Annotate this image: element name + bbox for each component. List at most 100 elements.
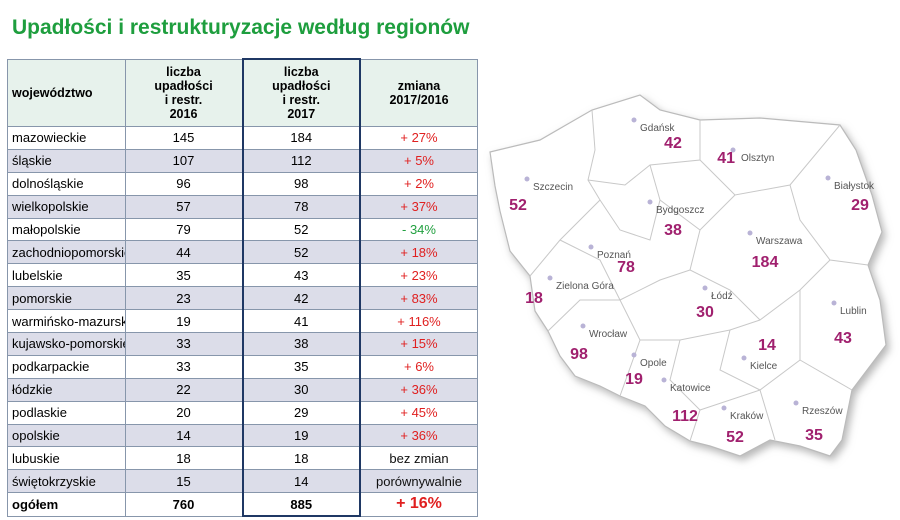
total-row: ogółem 760 885 + 16% — [7, 492, 478, 518]
city-dot — [580, 323, 586, 329]
table-cell: 79 — [124, 217, 243, 242]
header-line: liczba — [166, 64, 201, 79]
header-line: 2016 — [169, 106, 198, 121]
city-name: Lublin — [840, 306, 867, 317]
region-value: 184 — [752, 254, 779, 271]
table-row: świętokrzyskie 15 14 porównywalnie — [7, 469, 478, 494]
city-dot — [825, 175, 831, 181]
table-cell: świętokrzyskie — [7, 469, 126, 494]
table-cell: 43 — [241, 263, 361, 288]
table-cell: dolnośląskie — [7, 171, 126, 196]
header-line: zmiana — [397, 78, 441, 93]
city-dot — [721, 405, 727, 411]
table-row: pomorskie 23 42 + 83% — [7, 286, 478, 311]
table-cell: małopolskie — [7, 217, 126, 242]
header-line: 2017 — [287, 107, 316, 121]
region-value: 29 — [851, 197, 869, 214]
table-row: opolskie 14 19 + 36% — [7, 423, 478, 448]
header-cell: województwo — [7, 58, 126, 127]
city-name: Bydgoszcz — [656, 205, 704, 216]
city-name: Poznań — [597, 250, 631, 261]
table-cell: 41 — [241, 309, 361, 334]
region-value: 19 — [625, 371, 643, 388]
table-cell: + 2% — [359, 171, 478, 196]
table-row: wielkopolskie 57 78 + 37% — [7, 194, 478, 219]
table-cell: pomorskie — [7, 286, 126, 311]
table-cell: lubelskie — [7, 263, 126, 288]
table-cell: + 36% — [359, 377, 478, 402]
header-line: liczba — [283, 65, 319, 79]
header-line: upadłości — [272, 79, 331, 93]
table-cell: 18 — [124, 446, 243, 471]
table-cell: 107 — [124, 148, 243, 173]
table-cell: 57 — [124, 194, 243, 219]
city-dot — [702, 285, 708, 291]
table-row: mazowieckie 145 184 + 27% — [7, 126, 478, 150]
table-cell: lubuskie — [7, 446, 126, 471]
region-value: 52 — [509, 197, 527, 214]
table-cell: łódzkie — [7, 377, 126, 402]
table-cell: śląskie — [7, 148, 126, 173]
table-cell: 52 — [241, 240, 361, 265]
table-cell: 18 — [241, 446, 361, 471]
city-name: Zielona Góra — [556, 281, 614, 292]
city-dot — [547, 275, 553, 281]
city-name: Białystok — [834, 181, 875, 192]
city-name: Rzeszów — [802, 406, 843, 417]
table-cell: porównywalnie — [359, 469, 478, 494]
city-dot — [831, 300, 837, 306]
city-dot — [588, 244, 594, 250]
city-name: Kielce — [750, 361, 778, 372]
table-cell: 22 — [124, 377, 243, 402]
city-dot — [661, 377, 667, 383]
table-cell: + 83% — [359, 286, 478, 311]
table-cell: 33 — [124, 354, 243, 379]
table-row: łódzkie 22 30 + 36% — [7, 377, 478, 402]
header-cell: liczba upadłości i restr. 2016 — [124, 58, 243, 127]
header-line: i restr. — [164, 92, 203, 107]
table-cell: bez zmian — [359, 446, 478, 471]
table-cell: 184 — [241, 126, 361, 150]
region-value: 52 — [726, 429, 744, 446]
table-cell: podkarpackie — [7, 354, 126, 379]
table-cell: + 36% — [359, 423, 478, 448]
table-cell: mazowieckie — [7, 126, 126, 150]
table-cell: 14 — [241, 469, 361, 494]
table-cell: 38 — [241, 332, 361, 356]
city-dot — [524, 176, 530, 182]
table-cell: 19 — [241, 423, 361, 448]
region-value: 18 — [525, 290, 543, 307]
region-value: 38 — [664, 222, 682, 239]
table-cell: 42 — [241, 286, 361, 311]
table-cell: + 5% — [359, 148, 478, 173]
city-name: Katowice — [670, 383, 711, 394]
table-cell: + 6% — [359, 354, 478, 379]
region-borders — [529, 109, 869, 442]
table-cell: 19 — [124, 309, 243, 334]
table-cell: + 45% — [359, 400, 478, 425]
city-dot — [793, 400, 799, 406]
city-name: Szczecin — [533, 182, 573, 193]
region-value: 112 — [672, 408, 698, 425]
city-name: Wrocław — [589, 329, 628, 340]
table-row: zachodniopomorskie 44 52 + 18% — [7, 240, 478, 265]
region-value: 42 — [664, 135, 682, 152]
header-line: województwo — [12, 85, 93, 100]
table-row: śląskie 107 112 + 5% — [7, 148, 478, 173]
city-dot — [631, 117, 637, 123]
table-cell: kujawsko-pomorskie — [7, 332, 126, 356]
table-cell: 98 — [241, 171, 361, 196]
region-value: 78 — [617, 259, 635, 276]
table-cell: 78 — [241, 194, 361, 219]
header-row: województwo liczba upadłości i restr. 2016 li… — [7, 58, 478, 127]
data-table: województwo liczba upadłości i restr. 2016 li… — [7, 58, 478, 518]
table-cell: 52 — [241, 217, 361, 242]
table-cell: 44 — [124, 240, 243, 265]
table-cell: wielkopolskie — [7, 194, 126, 219]
region-value: 35 — [805, 427, 823, 444]
table-cell: 35 — [124, 263, 243, 288]
table-row: kujawsko-pomorskie 33 38 + 15% — [7, 332, 478, 356]
table-cell: 145 — [124, 126, 243, 150]
